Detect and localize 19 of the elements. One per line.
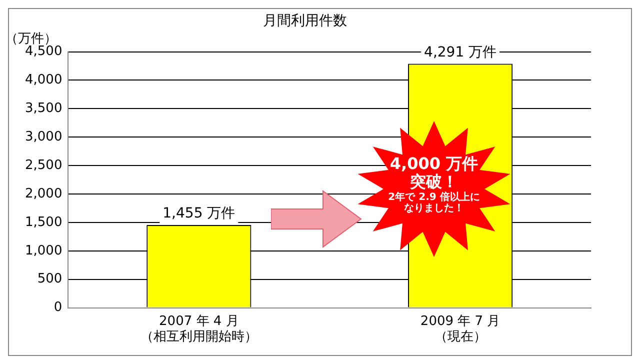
y-tick-label: 3,000 — [25, 130, 62, 145]
annotation: 4,000 万件 — [388, 154, 480, 173]
y-tick-label: 1,000 — [25, 243, 62, 258]
y-tick-label: 2,000 — [25, 186, 62, 202]
chart-title: 月間利用件数 — [263, 13, 347, 30]
y-tick-label: 500 — [37, 272, 62, 287]
data-label: 4,291 万件 — [424, 44, 497, 60]
x-tick-label: 2007 年 4 月（相互利用開始時） — [140, 314, 258, 345]
y-tick-label: 1,500 — [25, 214, 62, 230]
y-tick-label: 4,500 — [25, 44, 62, 60]
y-tick-label: 2,500 — [25, 158, 62, 173]
annotation: なりました！ — [403, 203, 465, 215]
data-label: 1,455 万件 — [162, 206, 236, 222]
y-tick-label: 0 — [54, 300, 62, 316]
y-tick-label: 3,500 — [25, 101, 62, 116]
annotation: 突破！ — [409, 172, 459, 192]
annotation: 2年で 2.9 倍以上に — [387, 192, 481, 203]
y-tick-label: 4,000 — [25, 72, 62, 88]
x-tick-label: 2009 年 7 月（現在） — [420, 314, 500, 345]
